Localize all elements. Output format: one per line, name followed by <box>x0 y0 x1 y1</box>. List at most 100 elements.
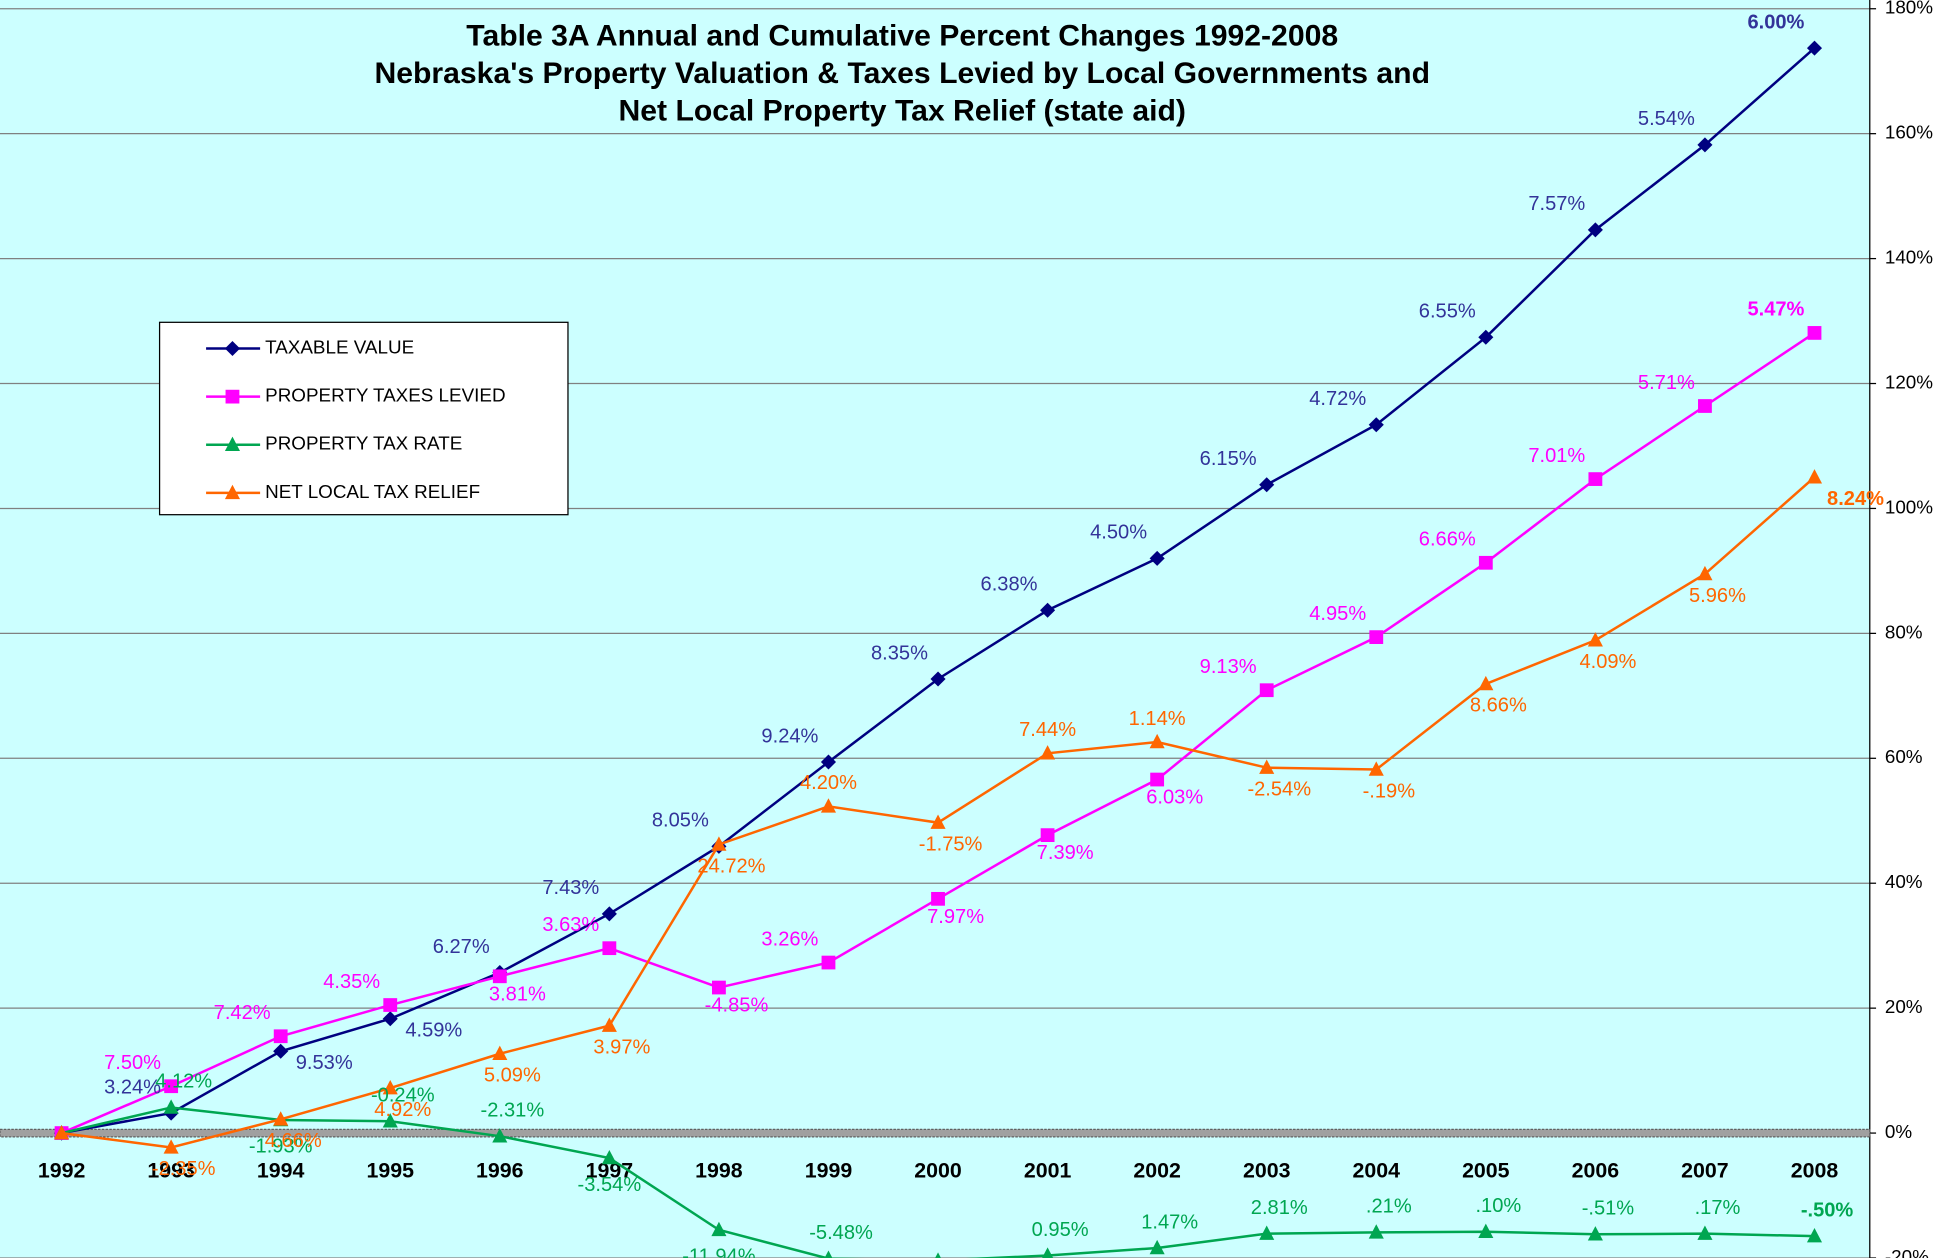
x-tick-label: 2007 <box>1681 1158 1728 1182</box>
x-tick-label: 1992 <box>38 1158 85 1182</box>
point <box>1697 565 1713 581</box>
plot-series <box>54 40 1823 1258</box>
point <box>1697 1225 1713 1240</box>
point-label: 3.24% <box>104 1076 161 1098</box>
point-label: 5.96% <box>1689 585 1746 607</box>
point <box>931 891 945 906</box>
point <box>224 341 241 357</box>
x-tick-label: 2004 <box>1353 1158 1401 1182</box>
point-label: -4.85% <box>705 995 769 1017</box>
point-label: 4.92% <box>374 1099 431 1121</box>
point-label: .10% <box>1475 1195 1521 1217</box>
legend-label: NET LOCAL TAX RELIEF <box>265 481 480 502</box>
point-label: 7.97% <box>927 906 984 928</box>
legend-label: TAXABLE VALUE <box>265 337 414 358</box>
point <box>711 1221 727 1237</box>
x-tick-label: 1996 <box>476 1158 524 1182</box>
point-label: -2.54% <box>1247 778 1311 800</box>
y-tick-label: -20% <box>1885 1246 1929 1258</box>
point <box>601 1017 617 1032</box>
point-label: 6.66% <box>1419 529 1476 551</box>
point <box>820 798 837 813</box>
point-label: 6.27% <box>433 936 490 958</box>
point <box>1259 1225 1275 1240</box>
point <box>712 980 726 995</box>
point-label: 0.95% <box>1032 1219 1089 1241</box>
point <box>1259 759 1275 774</box>
x-tick-label: 2005 <box>1462 1158 1510 1182</box>
point-label: .21% <box>1366 1196 1412 1218</box>
y-tick-label: 120% <box>1885 372 1933 393</box>
x-tick-label: 2003 <box>1243 1158 1291 1182</box>
chart-title: Nebraska's Property Valuation & Taxes Le… <box>374 57 1430 90</box>
point-label: 8.66% <box>1470 695 1527 717</box>
point <box>1040 602 1056 618</box>
x-tick-label: 1995 <box>367 1158 415 1182</box>
point-label: 8.35% <box>871 642 928 664</box>
point-label: 9.53% <box>296 1052 353 1074</box>
point <box>935 1252 941 1258</box>
point-label: 5.54% <box>1638 108 1695 130</box>
point-label: 4.59% <box>405 1020 462 1042</box>
x-tick-label: 2002 <box>1133 1158 1180 1182</box>
x-tick-label: 1994 <box>257 1158 305 1182</box>
x-tick-label: 2006 <box>1572 1158 1620 1182</box>
legend-label: PROPERTY TAXES LEVIED <box>265 385 505 406</box>
point <box>163 1139 179 1154</box>
point-label: 9.13% <box>1200 656 1257 678</box>
point <box>225 389 240 404</box>
point-label: 3.81% <box>489 983 546 1005</box>
point <box>1369 630 1384 644</box>
point <box>1806 469 1823 484</box>
point-label: .17% <box>1695 1197 1741 1219</box>
point <box>1042 1247 1054 1258</box>
legend-label: PROPERTY TAX RATE <box>265 433 462 454</box>
plot-background <box>0 0 1870 1258</box>
point <box>1807 326 1822 340</box>
point <box>382 1011 398 1027</box>
point <box>1587 632 1603 647</box>
point <box>273 1029 288 1044</box>
point <box>273 1111 289 1126</box>
point-label: 1.47% <box>1141 1211 1198 1233</box>
y-tick-label: 140% <box>1885 247 1933 268</box>
point-label: -0.24% <box>371 1085 435 1107</box>
point-label: 6.00% <box>1747 11 1804 33</box>
zero-line <box>0 1128 1871 1138</box>
point <box>1149 550 1165 566</box>
y-tick-label: 0% <box>1885 1121 1913 1142</box>
point-label: -1.93% <box>249 1136 313 1158</box>
point <box>382 1079 398 1095</box>
point-label: 3.97% <box>593 1036 650 1058</box>
y-tick-label: 60% <box>1885 746 1923 767</box>
point <box>1478 555 1493 570</box>
series-line <box>61 1106 1815 1258</box>
point <box>601 1149 617 1165</box>
point-label: 6.38% <box>981 574 1038 596</box>
point <box>1806 1228 1823 1243</box>
point-label: 6.03% <box>1146 787 1203 809</box>
point <box>382 1113 398 1128</box>
point <box>224 436 241 451</box>
point-label: 3.63% <box>542 914 599 936</box>
point <box>164 1079 179 1094</box>
point-label: 5.47% <box>1747 299 1804 321</box>
point-label: 24.72% <box>697 855 765 877</box>
point-label: -.19% <box>1363 780 1416 802</box>
point-label: 7.01% <box>1528 445 1585 467</box>
x-tick-label: 1993 <box>147 1158 195 1182</box>
point-label: 5.09% <box>484 1065 541 1087</box>
point-label: 8.24% <box>1827 488 1884 510</box>
point <box>1806 40 1823 56</box>
point <box>1368 1224 1384 1239</box>
point <box>824 1250 833 1258</box>
point <box>273 1043 289 1059</box>
point-label: 6.15% <box>1200 448 1257 470</box>
x-tick-label: 2008 <box>1791 1158 1839 1182</box>
point-label: 7.42% <box>214 1002 271 1024</box>
point-label: 7.57% <box>1528 193 1585 215</box>
point <box>1150 772 1165 787</box>
point <box>711 836 727 851</box>
point-label: 2.81% <box>1251 1197 1308 1219</box>
point-label: -3.54% <box>578 1174 642 1196</box>
